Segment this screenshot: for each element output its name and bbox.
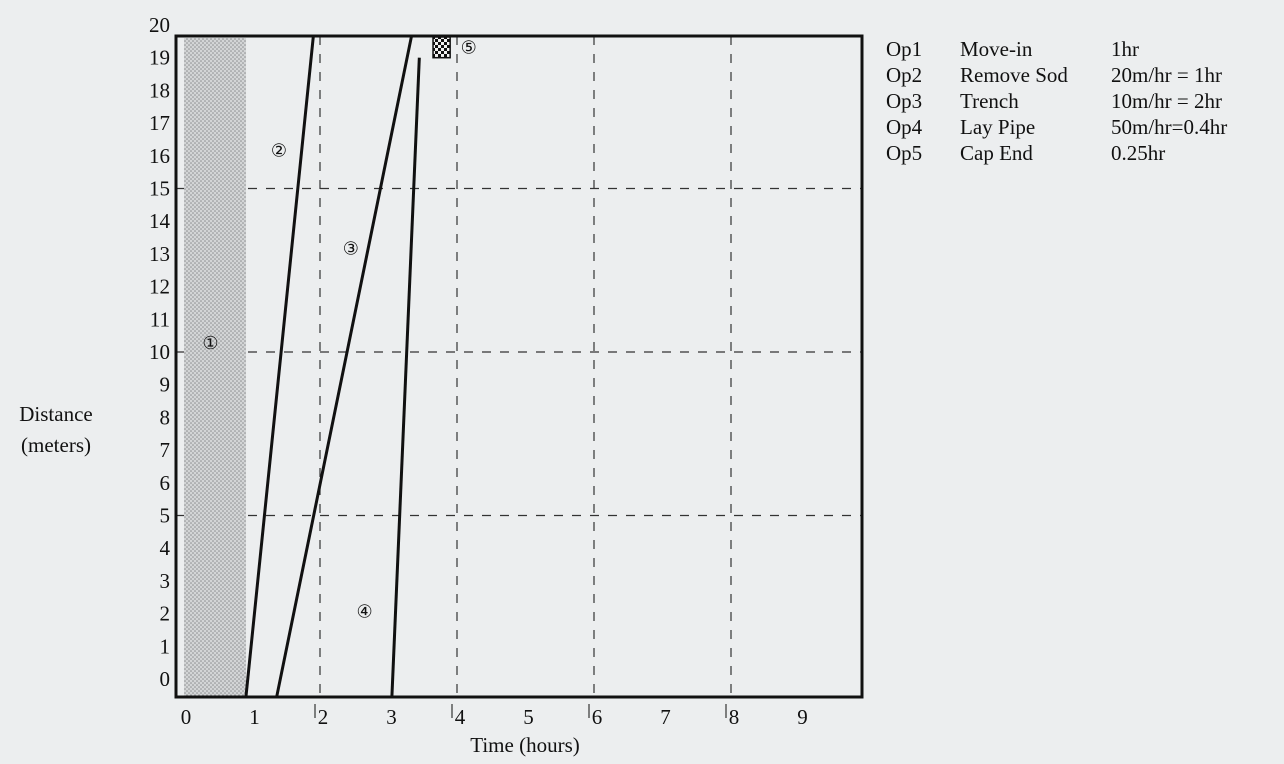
legend-op-3: Op3 <box>886 89 922 113</box>
x-tick-6: 6 <box>592 705 603 729</box>
y-tick-7: 7 <box>160 438 171 462</box>
y-tick-11: 11 <box>150 307 170 331</box>
y-tick-3: 3 <box>160 569 171 593</box>
y-tick-19: 19 <box>149 46 170 70</box>
x-tick-4: 4 <box>455 705 466 729</box>
y-tick-18: 18 <box>149 78 170 102</box>
y-tick-14: 14 <box>149 209 171 233</box>
legend-rate-5: 0.25hr <box>1111 141 1165 165</box>
y-tick-6: 6 <box>160 471 171 495</box>
y-tick-2: 2 <box>160 602 171 626</box>
op3-marker: ③ <box>343 238 359 258</box>
y-tick-9: 9 <box>160 373 171 397</box>
legend-rate-1: 1hr <box>1111 37 1139 61</box>
legend-name-5: Cap End <box>960 141 1033 165</box>
legend-op-1: Op1 <box>886 37 922 61</box>
legend-name-3: Trench <box>960 89 1019 113</box>
y-tick-8: 8 <box>160 405 171 429</box>
y-tick-20: 20 <box>149 13 170 37</box>
y-tick-0: 0 <box>160 667 171 691</box>
op1-band <box>184 38 247 696</box>
op5-block <box>432 36 451 59</box>
legend-rate-3: 10m/hr = 2hr <box>1111 89 1222 113</box>
legend-rate-2: 20m/hr = 1hr <box>1111 63 1222 87</box>
legend-name-2: Remove Sod <box>960 63 1068 87</box>
x-tick-1: 1 <box>249 705 260 729</box>
op2-marker: ② <box>271 140 287 160</box>
x-tick-5: 5 <box>523 705 534 729</box>
y-axis-label-line2: (meters) <box>21 433 91 457</box>
op-number-labels: ① ② ③ ④ ⑤ <box>202 37 476 621</box>
x-tick-7: 7 <box>660 705 671 729</box>
op1-marker: ① <box>202 333 218 353</box>
y-tick-5: 5 <box>160 504 171 528</box>
op3-line <box>275 36 413 697</box>
legend-op-5: Op5 <box>886 141 922 165</box>
operation-legend: Op1 Move-in 1hr Op2 Remove Sod 20m/hr = 1hr Op… <box>886 37 1227 165</box>
x-tick-2: 2 <box>318 705 329 729</box>
y-tick-16: 16 <box>149 144 170 168</box>
x-tick-0: 0 <box>181 705 192 729</box>
x-axis-label: Time (hours) <box>470 733 579 757</box>
grid-lines <box>176 36 862 697</box>
op5-marker: ⑤ <box>461 37 477 57</box>
y-tick-13: 13 <box>149 242 170 266</box>
x-tick-9: 9 <box>797 705 808 729</box>
op4-line <box>390 57 421 697</box>
x-axis-ticks: 0 1 2 3 4 5 6 7 8 9 <box>181 704 808 729</box>
y-tick-1: 1 <box>160 634 171 658</box>
op2-line <box>244 36 315 697</box>
legend-name-1: Move-in <box>960 37 1033 61</box>
y-tick-15: 15 <box>149 177 170 201</box>
legend-rate-4: 50m/hr=0.4hr <box>1111 115 1227 139</box>
y-axis-label-line1: Distance <box>19 402 92 426</box>
x-tick-8: 8 <box>729 705 740 729</box>
y-tick-4: 4 <box>160 536 171 560</box>
x-tick-3: 3 <box>386 705 397 729</box>
y-tick-10: 10 <box>149 340 170 364</box>
plot-frame <box>174 34 864 699</box>
y-tick-12: 12 <box>149 275 170 299</box>
legend-name-4: Lay Pipe <box>960 115 1035 139</box>
op4-marker: ④ <box>356 601 372 621</box>
operation-marks <box>184 36 451 697</box>
legend-op-4: Op4 <box>886 115 923 139</box>
y-tick-17: 17 <box>149 111 170 135</box>
legend-op-2: Op2 <box>886 63 922 87</box>
